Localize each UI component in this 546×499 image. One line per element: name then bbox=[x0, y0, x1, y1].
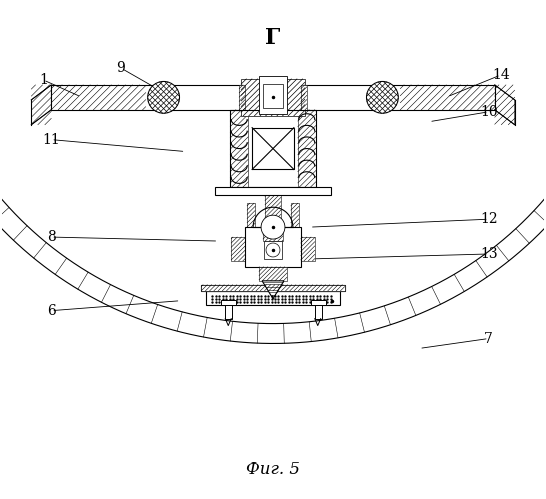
Bar bbox=[314, 305, 322, 319]
Bar bbox=[298, 110, 316, 187]
Bar bbox=[215, 187, 331, 195]
Bar bbox=[252, 128, 294, 170]
Bar bbox=[51, 85, 146, 110]
Bar bbox=[264, 241, 282, 259]
Text: 12: 12 bbox=[480, 212, 497, 226]
Bar bbox=[301, 237, 314, 261]
Text: 10: 10 bbox=[480, 105, 497, 119]
Text: 1: 1 bbox=[39, 73, 48, 87]
Bar bbox=[291, 203, 299, 231]
Circle shape bbox=[366, 81, 398, 113]
Bar bbox=[201, 285, 345, 291]
Bar bbox=[206, 291, 340, 305]
Text: Г: Г bbox=[265, 27, 281, 49]
Bar bbox=[259, 267, 287, 281]
Text: 9: 9 bbox=[116, 61, 125, 75]
Bar bbox=[263, 227, 283, 241]
Bar bbox=[301, 85, 307, 110]
Polygon shape bbox=[262, 281, 284, 299]
Bar bbox=[400, 85, 495, 110]
Circle shape bbox=[261, 215, 285, 239]
Bar bbox=[221, 300, 236, 305]
Text: 7: 7 bbox=[484, 331, 493, 345]
Bar bbox=[230, 110, 248, 187]
Bar bbox=[311, 300, 326, 305]
Bar bbox=[259, 76, 287, 114]
Bar bbox=[225, 305, 232, 319]
Text: 6: 6 bbox=[47, 304, 56, 318]
Bar bbox=[245, 227, 301, 267]
Bar bbox=[241, 79, 305, 116]
Bar bbox=[263, 84, 283, 108]
Bar bbox=[51, 85, 495, 110]
Circle shape bbox=[266, 243, 280, 257]
Text: 14: 14 bbox=[492, 68, 509, 82]
Bar bbox=[201, 285, 345, 291]
Text: 13: 13 bbox=[480, 247, 497, 261]
Bar bbox=[232, 237, 245, 261]
PathPatch shape bbox=[31, 85, 51, 125]
Bar bbox=[230, 110, 316, 187]
Polygon shape bbox=[0, 100, 546, 343]
Text: Фиг. 5: Фиг. 5 bbox=[246, 461, 300, 478]
Bar bbox=[239, 85, 245, 110]
PathPatch shape bbox=[495, 85, 515, 125]
Bar bbox=[265, 195, 281, 227]
Text: 11: 11 bbox=[43, 133, 60, 147]
Circle shape bbox=[148, 81, 180, 113]
Bar bbox=[247, 203, 255, 231]
Text: 8: 8 bbox=[47, 230, 56, 244]
